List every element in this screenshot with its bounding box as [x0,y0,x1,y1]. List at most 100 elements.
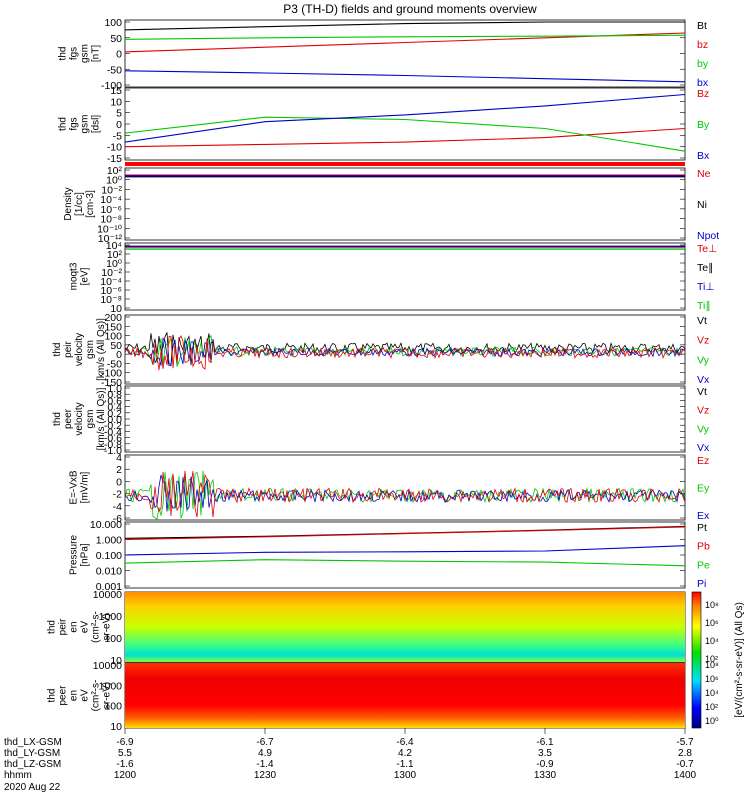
ylabel: E=-VxB [mV/m] [69,470,91,505]
ylabel-line: thd [52,343,63,357]
tick-label: 0.6 [107,395,122,407]
legend-Ti∥: Ti∥ [697,300,711,312]
ylabel-line: [km/s (All Qs)] [96,318,107,381]
spectrogram-peer-eflux [125,663,685,728]
spectrogram-peir-eflux [125,592,685,662]
tick-label: 10⁰ [106,175,123,187]
series-Pt [124,525,686,539]
panel-efield: 420-2-4-6 E=-VxB [mV/m] Ez Ey Ex [69,452,711,525]
xaxis-value: -5.7 [676,737,694,748]
tick-label: 0.001 [96,581,122,593]
colorbar [691,591,702,729]
ylabel-line: E=-VxB [69,470,80,505]
tick-label: 100 [104,17,122,29]
xaxis-value: 1300 [394,770,417,781]
ylabel-line: [dsl] [91,115,102,134]
xaxis-value: -1.4 [256,759,274,770]
date-label: 2020 Aug 22 [4,782,61,793]
tick-label: 0.100 [96,550,122,562]
ylabel: moqt3 [eV] [69,262,91,290]
legend-Vz: Vz [697,405,709,417]
xaxis-value: -1.6 [116,759,134,770]
ylabel-line: [eV] [80,267,91,285]
legend-Pb: Pb [697,541,710,553]
legend-By: By [697,119,710,131]
ylabel-line: thd [47,689,58,703]
tick-label: -50 [107,358,122,370]
ylabel-line: gsm [85,410,96,429]
xaxis-value: -6.1 [536,737,554,748]
series-Pb [124,526,686,541]
ylabel-line: gsm [85,340,96,359]
tick-label: 0 [116,476,122,488]
tick-label: 100 [104,701,122,713]
tick-label: 10.000 [90,519,122,531]
tick-label: 10⁻¹⁰ [97,223,123,235]
ylabel-line: [km/s (All Qs)] [96,387,107,450]
colorbar-tick: 10² [705,654,718,664]
xaxis-value: 1200 [114,770,137,781]
legend-by: by [697,58,709,70]
tick-label: 10⁻⁸ [100,294,122,306]
ylabel-line: [cm-3] [85,190,96,218]
tick-label: 4 [116,452,122,464]
xaxis-value: -0.7 [676,759,694,770]
ylabel-line: thd [52,412,63,426]
ylabel-line: eV [80,689,91,702]
legend-Ni: Ni [697,199,707,211]
tick-label: 0.010 [96,566,122,578]
tick-label: 10² [107,165,123,177]
xaxis-value: 4.9 [258,748,272,759]
legend-Ne: Ne [697,168,711,180]
quality-flag-bar [125,162,685,166]
series-by [124,34,686,40]
panel-frame [124,454,686,521]
xaxis-value: 1230 [254,770,277,781]
legend-Pt: Pt [697,522,707,534]
colorbar-tick: 10² [705,702,718,712]
ylabel: thd peir en eV (cm²-s-sr-eV) [47,611,113,643]
colorbar-tick: 10⁶ [705,674,719,684]
ylabel: thd fgs gsm [dsl] [58,115,102,134]
legend-Ex: Ex [697,510,710,522]
ylabel: thd peer velocity gsm [km/s (All Qs)] [52,387,107,450]
panel-frame [124,521,686,589]
legend-Bx: Bx [697,150,710,162]
legend-Bz: Bz [697,88,709,100]
ylabel-line: velocity [74,402,85,435]
legend-Vy: Vy [697,423,710,435]
tick-label: 10⁻⁴ [100,194,122,206]
series-bx [124,70,686,83]
legend-Npot: Npot [697,230,719,242]
colorbar-tick: 10⁶ [705,618,719,628]
legend-Te∥: Te∥ [697,262,713,274]
tick-label: 0 [116,49,122,61]
tick-label: 0 [116,349,122,361]
xaxis-value: 5.5 [118,748,132,759]
legend-Bt: Bt [697,20,707,32]
ylabel-line: peir [58,618,69,635]
tick-label: 0 [116,119,122,131]
xaxis-value: -0.9 [536,759,554,770]
series-Bz [124,127,686,148]
series-By [124,116,686,152]
series-Pi [124,545,686,556]
tick-label: 1000 [99,611,123,623]
ylabel-line: sr-eV) [102,682,113,709]
ylabel-line: [1/cc] [74,192,85,216]
ylabel-line: [nPa] [80,543,91,567]
ylabel-line: (cm²-s- [91,611,102,643]
tick-label: 5 [116,108,122,120]
ylabel: Density [1/cc] [cm-3] [63,187,96,220]
tick-label: 10000 [93,589,122,601]
xaxis-value: 4.2 [398,748,412,759]
panel-frame [124,19,686,88]
ylabel: Pressure [nPa] [69,535,91,575]
tick-label: 1.000 [96,535,122,547]
panel-density: 10²10⁰10⁻²10⁻⁴10⁻⁶10⁻⁸10⁻¹⁰10⁻¹²Density[… [63,165,719,245]
tick-label: -1.0 [104,445,122,457]
tick-label: 0.0 [107,414,122,426]
tick-label: 200 [104,312,122,324]
tick-label: 2 [116,464,122,476]
series-Bt [124,21,685,31]
